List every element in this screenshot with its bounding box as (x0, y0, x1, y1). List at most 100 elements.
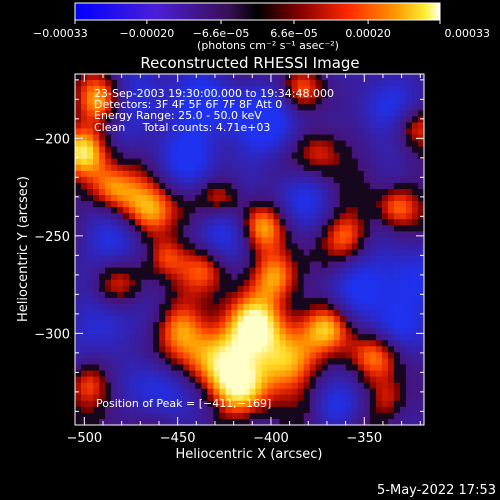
heatmap-cell (351, 74, 359, 81)
heatmap-cell (297, 279, 305, 287)
heatmap-cell (195, 98, 202, 105)
heatmap-cell (321, 358, 329, 366)
heatmap-cell (405, 406, 413, 414)
heatmap-cell (273, 412, 281, 420)
info-annotations: 23-Sep-2003 19:30:00.000 to 19:34:48.000… (94, 87, 334, 134)
heatmap-cell (411, 146, 419, 154)
heatmap-cell (231, 316, 239, 323)
heatmap-cell (321, 152, 329, 160)
heatmap-cell (135, 273, 142, 281)
heatmap-cell (261, 237, 269, 245)
heatmap-cell (141, 285, 148, 293)
heatmap-cell (249, 104, 257, 111)
heatmap-cell (135, 303, 142, 311)
heatmap-cell (267, 86, 275, 93)
heatmap-cell (231, 418, 239, 425)
heatmap-cell (387, 394, 395, 402)
heatmap-cell (159, 382, 166, 390)
heatmap-cell (405, 370, 413, 378)
heatmap-cell (357, 334, 365, 341)
heatmap-cell (279, 352, 287, 360)
heatmap-cell (249, 195, 257, 202)
heatmap-cell (267, 340, 275, 347)
heatmap-cell (201, 164, 208, 172)
heatmap-cell (261, 358, 269, 366)
heatmap-cell (195, 418, 202, 425)
heatmap-cell (105, 340, 112, 347)
heatmap-cell (165, 412, 172, 420)
heatmap-cell (117, 310, 124, 317)
heatmap-cell (273, 400, 281, 408)
heatmap-cell (105, 122, 112, 130)
heatmap-cell (387, 340, 395, 347)
heatmap-cell (207, 382, 214, 390)
heatmap-cell (255, 122, 263, 130)
heatmap-cell (105, 152, 112, 160)
heatmap-cell (129, 297, 136, 305)
heatmap-cell (165, 352, 172, 360)
heatmap-cell (231, 140, 239, 148)
heatmap-cell (195, 170, 202, 178)
heatmap-cell (81, 297, 88, 305)
heatmap-cell (159, 328, 166, 335)
heatmap-cell (399, 92, 407, 99)
heatmap-cell (405, 182, 413, 190)
heatmap-cell (129, 418, 136, 425)
heatmap-cell (297, 182, 305, 190)
heatmap-cell (345, 231, 353, 238)
heatmap-cell (141, 128, 148, 136)
heatmap-cell (273, 297, 281, 305)
heatmap-cell (285, 225, 293, 232)
heatmap-cell (237, 340, 245, 347)
heatmap-cell (237, 213, 245, 220)
heatmap-cell (165, 279, 172, 287)
heatmap-cell (399, 104, 407, 111)
heatmap-cell (231, 158, 239, 166)
heatmap-cell (75, 128, 82, 136)
heatmap-cell (381, 316, 389, 323)
heatmap-cell (411, 188, 419, 196)
heatmap-cell (177, 152, 184, 160)
heatmap-cell (159, 152, 166, 160)
heatmap-cell (225, 231, 233, 238)
heatmap-cell (261, 164, 269, 172)
heatmap-cell (261, 140, 269, 148)
heatmap-cell (285, 418, 293, 425)
heatmap-cell (123, 285, 130, 293)
heatmap-cell (339, 243, 347, 251)
heatmap-cell (201, 188, 208, 196)
heatmap-cell (195, 207, 202, 214)
heatmap-cell (165, 164, 172, 172)
heatmap-cell (279, 74, 287, 81)
heatmap-cell (249, 213, 257, 220)
heatmap-cell (243, 86, 251, 93)
heatmap-cell (129, 110, 136, 117)
heatmap-cell (141, 98, 148, 105)
heatmap-cell (141, 243, 148, 251)
heatmap-cell (81, 376, 88, 384)
heatmap-cell (273, 340, 281, 347)
heatmap-cell (171, 261, 178, 269)
heatmap-cell (111, 316, 118, 323)
heatmap-cell (333, 170, 341, 178)
heatmap-cell (369, 418, 377, 425)
heatmap-cell (345, 255, 353, 263)
heatmap-cell (75, 297, 82, 305)
heatmap-cell (327, 128, 335, 136)
heatmap-cell (213, 418, 221, 425)
heatmap-cell (297, 176, 305, 184)
heatmap-cell (135, 74, 142, 81)
heatmap-cell (135, 158, 142, 166)
heatmap-cell (309, 412, 317, 420)
heatmap-cell (255, 406, 263, 414)
heatmap-cell (417, 310, 424, 317)
heatmap-cell (141, 400, 148, 408)
heatmap-cell (201, 74, 208, 81)
heatmap-cell (237, 400, 245, 408)
heatmap-cell (369, 201, 377, 208)
heatmap-cell (123, 110, 130, 117)
heatmap-cell (351, 310, 359, 317)
heatmap-cell (249, 207, 257, 214)
heatmap-cell (399, 140, 407, 148)
heatmap-cell (327, 243, 335, 251)
